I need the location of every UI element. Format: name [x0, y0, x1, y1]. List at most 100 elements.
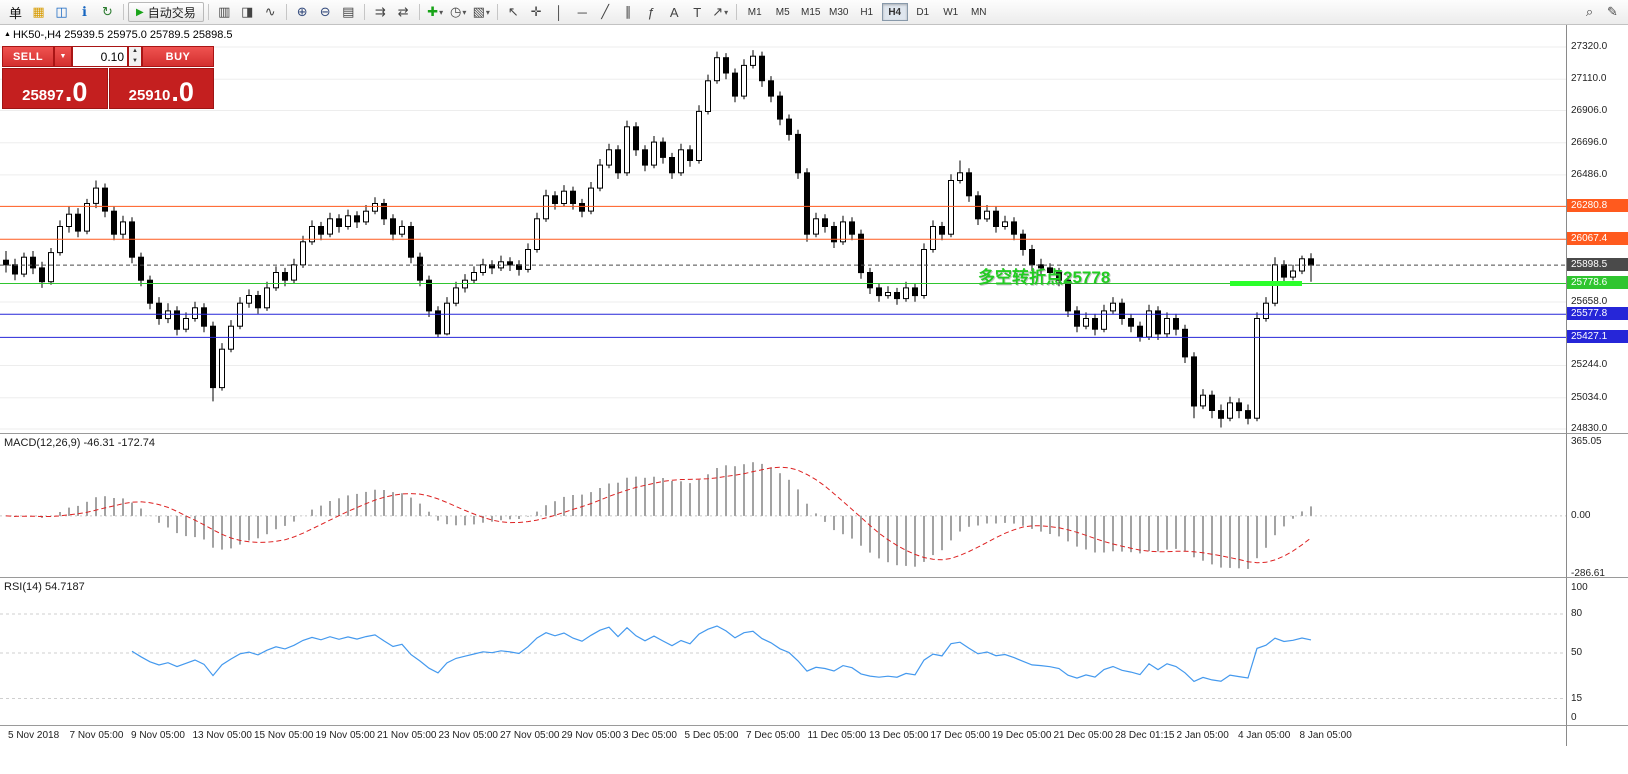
sell-price-main: 25897	[22, 86, 64, 104]
time-label: 7 Dec 05:00	[746, 730, 800, 741]
periods-icon[interactable]: ◷ ▾	[450, 4, 467, 19]
time-label: 5 Nov 2018	[8, 730, 60, 741]
lot-size-input[interactable]	[72, 46, 128, 67]
chart-annotation-text: 多空转折点25778	[978, 268, 1111, 287]
symbol-ohlc-text: HK50-,H4 25939.5 25975.0 25789.5 25898.5	[12, 29, 233, 41]
chart-shift-icon[interactable]: ⇄	[397, 4, 409, 19]
line-chart-icon[interactable]: ∿	[264, 4, 276, 19]
resistance-upper-price-tag: 26280.8	[1567, 199, 1628, 213]
cursor-icon[interactable]: ↖	[507, 4, 519, 19]
macd-chart[interactable]	[0, 434, 1566, 578]
timeframe-h4[interactable]: H4	[881, 3, 908, 21]
buy-price-button[interactable]: 25910.0	[108, 68, 214, 109]
resistance-lower-price-tag: 26067.4	[1567, 232, 1628, 246]
time-label: 21 Nov 05:00	[377, 730, 437, 741]
lot-stepper-up-icon[interactable]: ▲	[132, 48, 138, 54]
toolbar-separator	[735, 4, 737, 20]
macd-tick: 365.05	[1571, 436, 1602, 447]
price-tick: 27110.0	[1571, 73, 1607, 85]
price-tick: 26486.0	[1571, 168, 1608, 180]
sell-price-pips: .0	[64, 77, 88, 108]
candles-icon[interactable]: ◨	[241, 4, 254, 19]
auto-scroll-icon[interactable]: ⇉	[374, 4, 386, 19]
one-click-trading-panel: SELL ▼ ▲ ▼ BUY 25897.0 25910.0	[2, 46, 214, 109]
window-bottom-area	[0, 746, 1628, 774]
time-axis: 5 Nov 2018 7 Nov 05:00 9 Nov 05:00 13 Nov 0…	[0, 726, 1566, 746]
axis-corner	[1566, 726, 1628, 746]
price-tick: 24830.0	[1571, 423, 1608, 434]
rsi-label: RSI(14) 54.7187	[4, 581, 85, 593]
bars-icon[interactable]: ▥	[218, 4, 231, 19]
crosshair-icon[interactable]: ✛	[530, 4, 542, 19]
macd-tick: 0.00	[1571, 509, 1591, 521]
templates-icon-dropdown[interactable]: ▾	[485, 7, 490, 17]
price-tick: 25658.0	[1571, 295, 1608, 307]
time-label: 4 Jan 05:00	[1238, 730, 1291, 741]
periods-icon-dropdown[interactable]: ▾	[462, 7, 467, 17]
timeframe-m30[interactable]: M30	[826, 3, 852, 21]
rsi-tick: 50	[1571, 647, 1583, 658]
refresh-icon[interactable]: ↻	[102, 4, 113, 19]
new-chart-icon[interactable]: ▦	[32, 4, 45, 19]
text-label-icon[interactable]: T	[693, 4, 702, 20]
candlestick-chart[interactable]	[0, 25, 1566, 434]
tile-windows-icon[interactable]: ▤	[342, 4, 355, 19]
macd-pane[interactable]: MACD(12,26,9) -46.31 -172.74	[0, 434, 1566, 578]
timeframe-mn[interactable]: MN	[966, 3, 992, 21]
zoom-out-icon[interactable]: ⊖	[319, 4, 331, 19]
macd-axis: 365.05 0.00 -286.61	[1566, 434, 1628, 578]
price-tick: 26906.0	[1571, 104, 1608, 116]
timeframe-m1[interactable]: M1	[742, 3, 768, 21]
trendline-icon[interactable]: ╱	[601, 4, 610, 19]
fibonacci-icon[interactable]: ƒ	[647, 4, 655, 20]
channel-icon[interactable]: ∥	[624, 4, 632, 19]
horizontal-line-icon[interactable]: ─	[577, 4, 587, 20]
macd-tick: -286.61	[1571, 568, 1605, 578]
timeframe-w1[interactable]: W1	[938, 3, 964, 21]
timeframe-m5[interactable]: M5	[770, 3, 796, 21]
order-options-dropdown[interactable]: ▼	[54, 46, 72, 67]
timeframe-h1[interactable]: H1	[854, 3, 880, 21]
time-label: 11 Dec 05:00	[807, 730, 867, 741]
rsi-tick: 80	[1571, 608, 1583, 619]
toolbar-separator	[418, 4, 420, 20]
price-tick: 25034.0	[1571, 391, 1608, 403]
price-tick: 25244.0	[1571, 359, 1608, 371]
vertical-line-icon[interactable]: │	[555, 4, 564, 20]
buy-price-pips: .0	[171, 77, 194, 108]
buy-button[interactable]: BUY	[142, 46, 214, 67]
timeframe-m15[interactable]: M15	[798, 3, 824, 21]
indicators-icon-dropdown[interactable]: ▾	[439, 7, 444, 17]
rsi-pane[interactable]: RSI(14) 54.7187	[0, 578, 1566, 726]
time-label: 21 Dec 05:00	[1053, 730, 1114, 741]
sell-price-button[interactable]: 25897.0	[2, 68, 108, 109]
price-axis: 27320.0 27110.0 26906.0 26696.0 26486.0 25658…	[1566, 25, 1628, 434]
shapes-icon-dropdown[interactable]: ▾	[724, 7, 729, 17]
autotrading-button[interactable]: ▶ 自动交易	[128, 2, 204, 22]
market-watch-icon[interactable]: ℹ	[82, 4, 87, 19]
lot-stepper-down-icon[interactable]: ▼	[132, 57, 138, 64]
new-order-button[interactable]: 单	[8, 5, 22, 21]
rsi-chart[interactable]	[0, 578, 1566, 726]
time-label: 19 Dec 05:00	[992, 730, 1052, 741]
sell-button[interactable]: SELL	[2, 46, 54, 67]
edit-icon[interactable]: ✎	[1607, 4, 1618, 19]
text-icon[interactable]: A	[669, 4, 679, 20]
support-lower-price-tag: 25427.1	[1567, 330, 1628, 344]
profiles-icon[interactable]: ◫	[55, 4, 68, 19]
price-chart-pane[interactable]: ▲ HK50-,H4 25939.5 25975.0 25789.5 25898.…	[0, 25, 1566, 434]
indicators-icon[interactable]: ✚ ▾	[427, 4, 444, 19]
rsi-tick: 15	[1571, 692, 1583, 704]
zoom-in-icon[interactable]: ⊕	[296, 4, 308, 19]
time-label: 17 Dec 05:00	[930, 730, 991, 741]
macd-label: MACD(12,26,9) -46.31 -172.74	[4, 437, 156, 449]
toolbar-separator	[496, 4, 498, 20]
templates-icon[interactable]: ▧ ▾	[472, 4, 490, 19]
lot-stepper[interactable]: ▲ ▼	[128, 46, 142, 67]
search-icon[interactable]: ⌕	[1585, 4, 1594, 19]
timeframe-d1[interactable]: D1	[910, 3, 936, 21]
shapes-icon[interactable]: ↗ ▾	[712, 4, 729, 19]
toolbar-separator	[363, 4, 365, 20]
time-label: 8 Jan 05:00	[1299, 730, 1352, 741]
support-upper-price-tag: 25577.8	[1567, 307, 1628, 321]
